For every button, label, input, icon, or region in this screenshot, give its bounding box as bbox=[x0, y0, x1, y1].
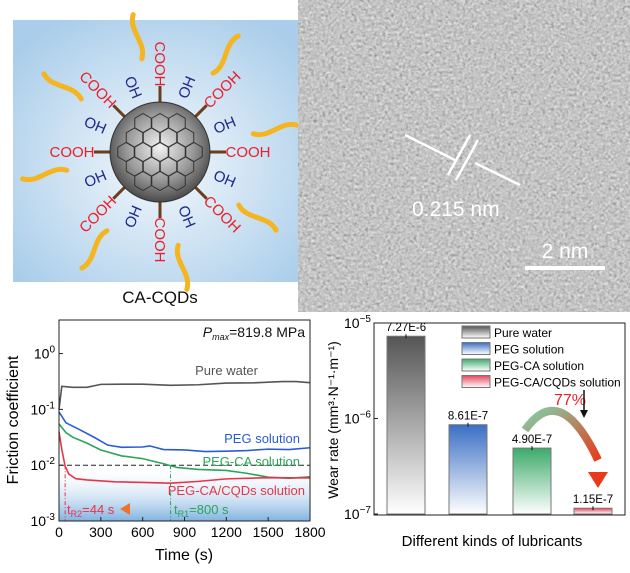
legend-label: PEG-CA solution bbox=[494, 359, 584, 373]
pmax-annotation: Pmax=819.8 MPa bbox=[203, 324, 305, 342]
friction-chart: Pure water PEG solution PEG-CA solution PEG… bbox=[5, 319, 326, 564]
hexagon bbox=[168, 170, 186, 192]
low-friction-region bbox=[59, 465, 310, 521]
x-tick-label: 300 bbox=[89, 524, 113, 540]
cooh-group: COOH bbox=[151, 218, 168, 263]
legend-label: PEG solution bbox=[494, 343, 564, 357]
schematic-caption: CA-CQDs bbox=[122, 288, 198, 307]
reduction-arrowhead bbox=[588, 472, 608, 488]
series-line-0 bbox=[58, 380, 311, 410]
wear-rate-chart: 7.27E-6 8.61E-7 4.90E-7 1.15E-7 10−5 10−6 10−… bbox=[325, 314, 626, 550]
tem-image: 0.215 nm 2 nm bbox=[327, 15, 617, 285]
legend-label: Pure water bbox=[494, 326, 552, 340]
y-tick-label: 10−5 bbox=[344, 314, 371, 331]
series-line-3 bbox=[58, 431, 311, 484]
y-axis-label: Friction coefficient bbox=[5, 355, 22, 484]
ligand-stick bbox=[112, 186, 126, 200]
x-tick-label: 1800 bbox=[294, 524, 325, 540]
x-tick-label: 1500 bbox=[253, 524, 284, 540]
tr1-label: tR1=800 s bbox=[174, 502, 229, 519]
x-tick-label: 1200 bbox=[211, 524, 242, 540]
x-tick-label: 600 bbox=[131, 524, 155, 540]
data-label: 7.27E-6 bbox=[386, 322, 426, 334]
hexagon bbox=[134, 170, 152, 192]
y-tick-label: 100 bbox=[34, 345, 56, 362]
polymer-chain bbox=[41, 71, 84, 102]
data-label: 4.90E-7 bbox=[512, 434, 552, 446]
y-tick-label: 10-3 bbox=[31, 512, 56, 529]
x-tick-label: 0 bbox=[55, 524, 63, 540]
x-axis-label: Time (s) bbox=[155, 547, 213, 564]
cooh-group: COOH bbox=[151, 42, 168, 87]
series-line-1 bbox=[58, 411, 311, 453]
y-tick-label: 10-2 bbox=[31, 456, 56, 473]
y-tick-label: 10−7 bbox=[344, 505, 371, 522]
bar bbox=[512, 447, 552, 515]
lattice-spacing-label: 0.215 nm bbox=[412, 198, 500, 221]
data-label: 1.15E-7 bbox=[573, 494, 613, 506]
y-tick-label: 10-1 bbox=[31, 400, 56, 417]
bar bbox=[386, 335, 426, 515]
polymer-chain bbox=[174, 242, 191, 292]
polymer-chain bbox=[210, 33, 241, 76]
legend-swatch bbox=[461, 358, 491, 372]
legend-swatch bbox=[461, 375, 491, 388]
data-label: 8.61E-7 bbox=[448, 411, 488, 423]
polymer-chain bbox=[20, 166, 70, 183]
polymer-chain bbox=[236, 202, 279, 233]
legend-swatch bbox=[461, 342, 491, 355]
reduction-label: 77% bbox=[554, 392, 586, 409]
ligand-stick bbox=[194, 104, 208, 118]
series-label: PEG-CA solution bbox=[202, 454, 300, 469]
scale-bar-label: 2 nm bbox=[542, 240, 589, 263]
series-label: PEG solution bbox=[224, 431, 300, 446]
legend-swatch bbox=[461, 325, 491, 339]
series-label: Pure water bbox=[195, 363, 259, 378]
lattice-spacing-marker bbox=[404, 133, 521, 187]
polymer-chain bbox=[79, 228, 110, 271]
y-tick-label: 10−6 bbox=[344, 410, 371, 427]
ligand-stick bbox=[112, 104, 126, 118]
bar bbox=[448, 424, 488, 515]
legend: Pure water PEG solution PEG-CA solution PEG… bbox=[461, 325, 621, 390]
x-axis-label: Different kinds of lubricants bbox=[402, 533, 583, 550]
polymer-chain bbox=[129, 12, 146, 62]
y-axis-label: Wear rate (mm³·N⁻¹·m⁻¹) bbox=[325, 341, 341, 499]
series-line-2 bbox=[58, 423, 311, 480]
polymer-chain bbox=[250, 121, 300, 138]
cooh-group: COOH bbox=[50, 144, 95, 161]
reduction-arrow bbox=[521, 406, 602, 462]
carbon-quantum-dot bbox=[109, 101, 211, 203]
cooh-group: COOH bbox=[226, 144, 271, 161]
down-arrowhead bbox=[580, 410, 588, 418]
legend-label: PEG-CA/CQDs solution bbox=[494, 376, 621, 390]
transfer-arrowhead bbox=[120, 503, 130, 515]
hexagon bbox=[151, 170, 169, 192]
ligand-stick bbox=[194, 186, 208, 200]
hexagon-lattice bbox=[117, 112, 203, 192]
series-label: PEG-CA/CQDs solution bbox=[168, 483, 305, 498]
tr2-label: tR2=44 s bbox=[67, 502, 115, 519]
x-tick-label: 900 bbox=[173, 524, 197, 540]
